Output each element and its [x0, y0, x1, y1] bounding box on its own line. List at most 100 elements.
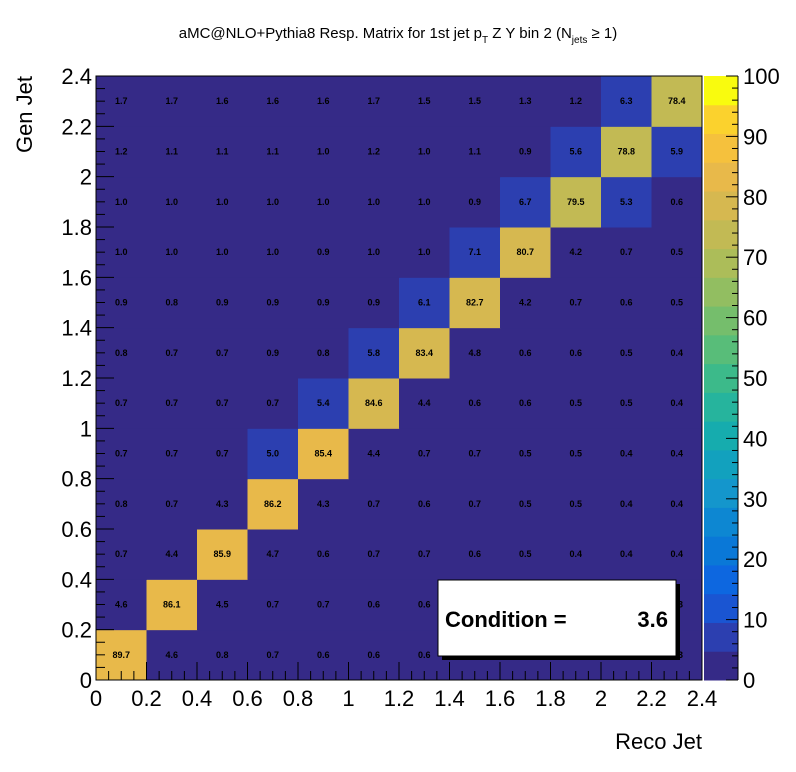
cell-value-label: 0.4 [670, 499, 683, 509]
cell-value-label: 0.7 [266, 398, 279, 408]
x-tick-label: 0 [90, 686, 102, 711]
x-tick-label: 0.8 [283, 686, 314, 711]
heatmap-cell [601, 176, 652, 228]
cell-value-label: 80.7 [516, 247, 534, 257]
heatmap-cell [197, 76, 248, 127]
cell-value-label: 1.0 [165, 197, 178, 207]
heatmap-cell [601, 478, 652, 530]
heatmap-cell [146, 227, 198, 278]
heatmap-cell [550, 478, 602, 530]
cell-value-label: 0.9 [367, 298, 380, 308]
cell-value-label: 1.0 [165, 247, 178, 257]
x-tick-label: 2.4 [687, 686, 718, 711]
palette-band [704, 392, 738, 422]
heatmap-cell [449, 76, 501, 127]
x-tick-label: 2 [595, 686, 607, 711]
heatmap-cell [399, 176, 450, 228]
heatmap-cell [550, 76, 602, 127]
heatmap-cell [449, 176, 501, 228]
cell-value-label: 0.7 [266, 650, 279, 660]
cell-value-label: 1.2 [569, 96, 582, 106]
cell-value-label: 0.9 [317, 247, 330, 257]
cell-value-label: 0.7 [165, 398, 178, 408]
heatmap-cell [146, 529, 198, 580]
heatmap-cell [550, 277, 602, 329]
heatmap-cell [651, 529, 703, 580]
heatmap-cell [601, 76, 652, 127]
cell-value-label: 83.4 [415, 348, 433, 358]
heatmap-cell [348, 327, 400, 379]
cell-value-label: 0.4 [670, 449, 683, 459]
cell-value-label: 0.7 [216, 449, 229, 459]
cell-value-label: 0.6 [670, 197, 683, 207]
heatmap-cell [298, 478, 349, 530]
cell-value-label: 1.0 [216, 197, 229, 207]
y-tick-label: 2.2 [61, 114, 92, 139]
heatmap-cell [298, 327, 349, 379]
heatmap-cell [500, 176, 551, 228]
heatmap-cell [399, 76, 450, 127]
palette-band [704, 421, 738, 451]
heatmap-cell [197, 327, 248, 379]
heatmap-cell [348, 478, 400, 530]
cell-value-label: 85.9 [213, 549, 231, 559]
heatmap-cell [197, 176, 248, 228]
cell-value-label: 1.1 [266, 147, 279, 157]
cell-value-label: 0.6 [468, 398, 481, 408]
heatmap-cell [651, 76, 703, 127]
heatmap-cell [449, 277, 501, 329]
heatmap-cell [247, 227, 299, 278]
x-axis-title: Reco Jet [615, 729, 702, 754]
cell-value-label: 0.4 [620, 449, 633, 459]
x-tick-label: 1 [342, 686, 354, 711]
heatmap-cell [500, 478, 551, 530]
cell-value-label: 1.3 [519, 96, 532, 106]
cell-value-label: 0.6 [620, 298, 633, 308]
heatmap-cell [348, 378, 400, 429]
heatmap-cell [500, 126, 551, 178]
cell-value-label: 1.2 [115, 147, 128, 157]
cell-value-label: 5.6 [569, 147, 582, 157]
cell-value-label: 4.7 [266, 549, 279, 559]
cell-value-label: 1.7 [115, 96, 128, 106]
heatmap-cell [601, 126, 652, 178]
heatmap-cell [601, 378, 652, 429]
y-tick-label: 0.6 [61, 517, 92, 542]
cell-value-label: 0.7 [115, 449, 128, 459]
cell-value-label: 0.5 [670, 298, 683, 308]
heatmap-cell [449, 478, 501, 530]
cell-value-label: 0.6 [317, 650, 330, 660]
cell-value-label: 4.3 [216, 499, 229, 509]
palette-band [704, 507, 738, 537]
y-tick-label: 0.2 [61, 618, 92, 643]
cell-value-label: 5.4 [317, 398, 330, 408]
heatmap-cell [298, 378, 349, 429]
heatmap-cell [550, 126, 602, 178]
heatmap-cell [298, 428, 349, 480]
cell-value-label: 82.7 [466, 298, 484, 308]
cell-value-label: 5.9 [670, 147, 683, 157]
palette-tick-label: 80 [743, 185, 767, 210]
heatmap-cell [449, 227, 501, 278]
cell-value-label: 0.7 [115, 398, 128, 408]
cell-value-label: 0.4 [620, 499, 633, 509]
cell-value-label: 0.9 [317, 298, 330, 308]
heatmap-cell [348, 277, 400, 329]
cell-value-label: 0.5 [670, 247, 683, 257]
cell-value-label: 0.9 [216, 298, 229, 308]
cell-value-label: 1.6 [317, 96, 330, 106]
cell-value-label: 0.5 [519, 449, 532, 459]
heatmap-cell [399, 428, 450, 480]
cell-value-label: 1.0 [266, 247, 279, 257]
heatmap-cell [247, 579, 299, 631]
heatmap-cell [197, 478, 248, 530]
cell-value-label: 0.6 [569, 348, 582, 358]
condition-box-frame [437, 579, 677, 657]
cell-value-label: 1.0 [216, 247, 229, 257]
heatmap-cell [146, 478, 198, 530]
palette-tick-label: 30 [743, 487, 767, 512]
cell-value-label: 1.0 [317, 147, 330, 157]
cell-value-label: 5.3 [620, 197, 633, 207]
heatmap-cell [146, 579, 198, 631]
cell-value-label: 0.6 [367, 650, 380, 660]
